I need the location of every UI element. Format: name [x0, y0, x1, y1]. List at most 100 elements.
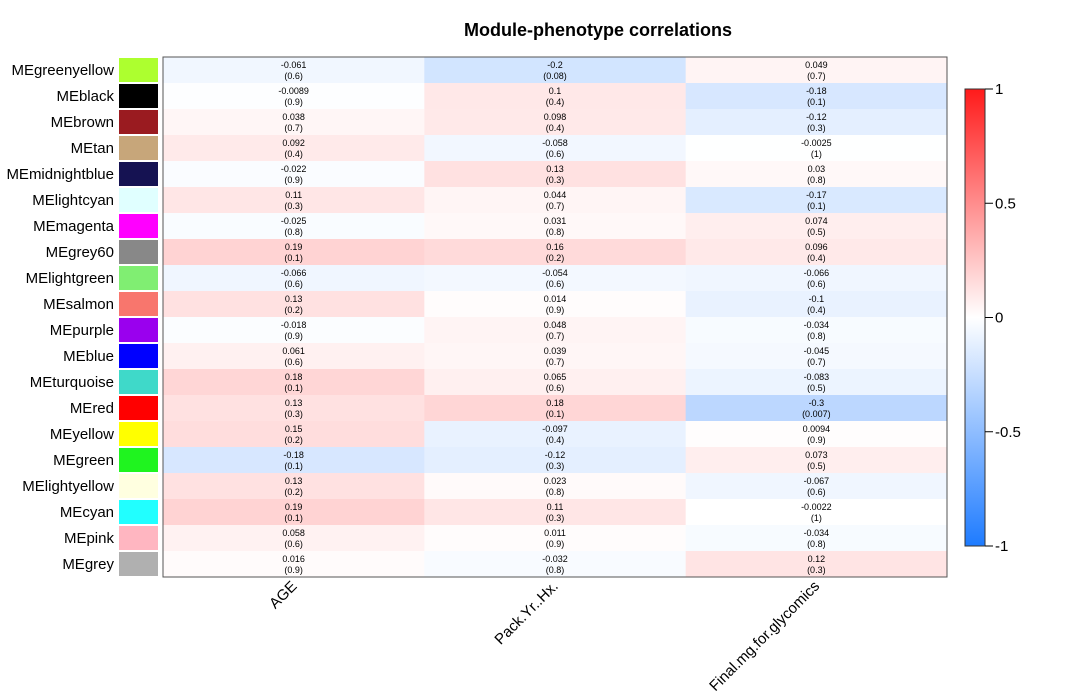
module-color-swatch	[119, 110, 158, 134]
module-color-swatch	[119, 318, 158, 342]
cell-pvalue-label: (0.2)	[284, 487, 303, 497]
module-color-swatch	[119, 552, 158, 576]
cell-correlation-label: 0.15	[285, 424, 303, 434]
cell-correlation-label: -0.066	[804, 268, 830, 278]
cell-correlation-label: 0.096	[805, 242, 828, 252]
heatmap-cell	[163, 473, 425, 500]
row-label: MEgreenyellow	[11, 62, 114, 79]
module-color-swatch	[119, 292, 158, 316]
colorbar-tick-label: -0.5	[995, 424, 1021, 441]
heatmap-cell	[685, 135, 948, 162]
cell-correlation-label: -0.066	[281, 268, 307, 278]
heatmap-cell	[424, 499, 687, 526]
cell-pvalue-label: (0.7)	[284, 123, 303, 133]
cell-pvalue-label: (0.8)	[546, 487, 565, 497]
cell-correlation-label: 0.073	[805, 450, 828, 460]
heatmap-cell	[424, 369, 687, 396]
heatmap-cell	[424, 109, 687, 136]
cell-pvalue-label: (0.1)	[284, 461, 303, 471]
cell-pvalue-label: (0.9)	[546, 305, 565, 315]
cell-pvalue-label: (0.1)	[284, 253, 303, 263]
cell-correlation-label: 0.11	[547, 502, 564, 512]
cell-pvalue-label: (0.9)	[807, 435, 826, 445]
cell-pvalue-label: (0.9)	[284, 97, 303, 107]
cell-pvalue-label: (0.5)	[807, 461, 826, 471]
cell-correlation-label: -0.0022	[801, 502, 832, 512]
heatmap-cell	[424, 551, 687, 578]
cell-pvalue-label: (0.3)	[546, 513, 565, 523]
heatmap-cell	[163, 291, 425, 318]
cell-correlation-label: 0.1	[549, 86, 562, 96]
colorbar-tick-label: 0	[995, 310, 1003, 327]
row-label: MElightcyan	[32, 192, 114, 209]
cell-correlation-label: 0.03	[808, 164, 826, 174]
cell-correlation-label: 0.011	[544, 528, 566, 538]
cell-correlation-label: -0.025	[281, 216, 307, 226]
cell-correlation-label: 0.16	[546, 242, 564, 252]
cell-pvalue-label: (0.6)	[546, 383, 565, 393]
cell-correlation-label: 0.023	[544, 476, 567, 486]
cell-pvalue-label: (0.6)	[807, 279, 826, 289]
cell-correlation-label: -0.097	[542, 424, 568, 434]
module-color-swatch	[119, 214, 158, 238]
row-label: MEyellow	[50, 426, 114, 443]
colorbar-ticks: 1 0.5 0 -0.5 -1	[985, 81, 1021, 555]
heatmap-cell	[685, 83, 948, 110]
heatmap-cell	[163, 499, 425, 526]
cell-correlation-label: -0.034	[804, 528, 830, 538]
row-label: MEcyan	[60, 504, 114, 521]
column-label: AGE	[266, 578, 300, 612]
cell-pvalue-label: (0.4)	[546, 123, 565, 133]
module-color-swatches	[119, 58, 158, 576]
heatmap-cell	[424, 83, 687, 110]
cell-pvalue-label: (0.9)	[284, 331, 303, 341]
cell-pvalue-label: (0.8)	[807, 331, 826, 341]
row-label: MEpink	[64, 530, 115, 547]
cell-correlation-label: 0.19	[285, 502, 303, 512]
cell-correlation-label: -0.0089	[278, 86, 309, 96]
cell-correlation-label: 0.049	[805, 60, 828, 70]
heatmap-cell	[685, 187, 948, 214]
column-label: Pack.Yr..Hx.	[491, 578, 561, 648]
row-label: MEtan	[71, 140, 114, 157]
chart-title: Module-phenotype correlations	[464, 20, 732, 40]
cell-pvalue-label: (0.5)	[807, 383, 826, 393]
module-color-swatch	[119, 188, 158, 212]
cell-pvalue-label: (0.6)	[284, 539, 303, 549]
cell-correlation-label: -0.17	[806, 190, 827, 200]
row-label: MEblue	[63, 348, 114, 365]
cell-correlation-label: -0.18	[806, 86, 827, 96]
heatmap-cell	[163, 421, 425, 448]
cell-correlation-label: -0.054	[542, 268, 568, 278]
colorbar-tick-label: -1	[995, 538, 1008, 555]
cell-correlation-label: 0.074	[805, 216, 828, 226]
cell-correlation-label: 0.038	[282, 112, 305, 122]
cell-correlation-label: 0.061	[282, 346, 305, 356]
heatmap-cell	[163, 343, 425, 370]
cell-correlation-label: 0.12	[808, 554, 826, 564]
cell-correlation-label: 0.19	[285, 242, 303, 252]
module-color-swatch	[119, 448, 158, 472]
cell-pvalue-label: (0.3)	[807, 565, 826, 575]
module-color-swatch	[119, 526, 158, 550]
cell-correlation-label: -0.2	[547, 60, 563, 70]
cell-pvalue-label: (0.3)	[284, 201, 303, 211]
cell-pvalue-label: (0.1)	[807, 201, 826, 211]
row-label: MEsalmon	[43, 296, 114, 313]
cell-pvalue-label: (0.4)	[546, 435, 565, 445]
heatmap-cell	[685, 395, 948, 422]
heatmap-cell	[685, 213, 948, 240]
cell-pvalue-label: (0.4)	[807, 253, 826, 263]
heatmap-cell	[424, 395, 687, 422]
cell-pvalue-label: (0.1)	[546, 409, 565, 419]
row-label: MEred	[70, 400, 114, 417]
cell-correlation-label: 0.18	[546, 398, 564, 408]
cell-correlation-label: -0.022	[281, 164, 307, 174]
heatmap-cell	[424, 291, 687, 318]
cell-pvalue-label: (0.7)	[807, 357, 826, 367]
heatmap-cell	[685, 161, 948, 188]
cell-correlation-label: 0.065	[544, 372, 567, 382]
heatmap-cell	[424, 135, 687, 162]
cell-pvalue-label: (0.3)	[546, 175, 565, 185]
